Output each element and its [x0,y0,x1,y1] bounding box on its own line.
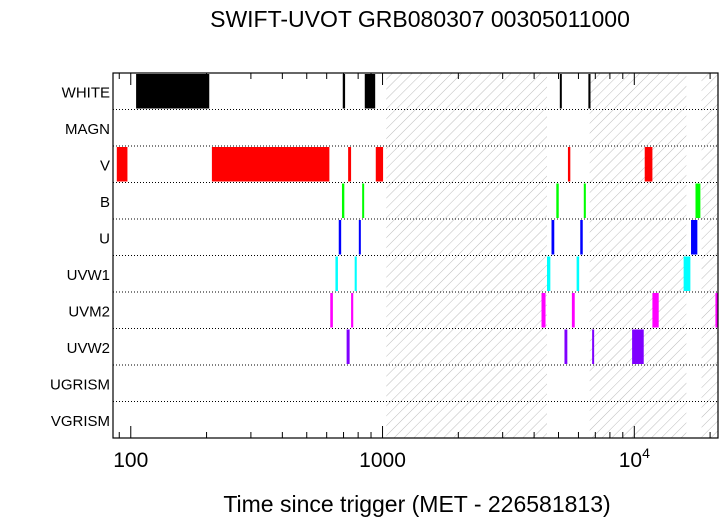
exposure-v-4 [567,147,571,182]
exposure-uvw1-1 [354,256,357,291]
exposure-uvm2-4 [652,293,659,328]
row-label-uvw1: UVW1 [67,267,110,284]
exposure-u-2 [551,220,555,255]
exposure-white-2 [364,74,376,109]
shaded-interval-2 [701,73,718,438]
exposure-v-0 [116,147,128,182]
row-label-magn: MAGN [65,121,110,138]
exposure-b-4 [695,183,701,218]
exposure-b-0 [341,183,345,218]
x-axis-ticks [118,73,711,438]
row-label-ugrism: UGRISM [50,376,110,393]
exposure-v-5 [644,147,653,182]
exposure-b-3 [583,183,586,218]
exposure-white-4 [588,74,591,109]
exposure-uvw2-3 [632,329,644,364]
row-label-vgrism: VGRISM [51,413,110,430]
exposure-uvm2-0 [330,293,333,328]
exposure-uvw1-2 [546,256,551,291]
chart-title: SWIFT-UVOT GRB080307 00305011000 [210,6,630,32]
plot-frame [112,72,719,439]
tick-label-10000: 104 [619,445,650,472]
row-labels: WHITE MAGN V B U UVW1 UVM2 UVW2 UGRISM VGRISM [50,84,110,430]
row-separators [113,109,718,402]
exposure-white-1 [342,74,346,109]
exposure-white-0 [136,74,210,109]
exposure-uvw1-4 [683,256,691,291]
exposure-uvw1-0 [335,256,338,291]
exposure-u-0 [338,220,342,255]
exposure-v-3 [375,147,384,182]
x-axis-label: Time since trigger (MET - 226581813) [223,491,610,517]
exposure-uvm2-5 [715,293,718,328]
exposure-uvm2-2 [541,293,546,328]
exposure-uvm2-1 [351,293,354,328]
row-label-uvm2: UVM2 [68,303,110,320]
x-axis-tick-labels: 100 1000 104 [113,445,650,472]
tick-label-1000: 1000 [359,449,406,472]
tick-label-100: 100 [113,449,148,472]
shaded-intervals [386,73,718,438]
exposure-b-1 [362,183,365,218]
row-label-b: B [100,194,110,211]
exposure-white-3 [559,74,562,109]
exposure-u-3 [580,220,583,255]
exposure-uvw2-1 [564,329,568,364]
row-label-white: WHITE [62,84,110,101]
row-label-u: U [99,230,110,247]
exposure-v-2 [348,147,352,182]
exposure-uvm2-3 [571,293,575,328]
exposure-u-1 [358,220,361,255]
exposure-u-4 [691,220,698,255]
exposure-b-2 [556,183,559,218]
exposure-uvw2-0 [346,329,350,364]
exposure-v-1 [211,147,330,182]
exposure-uvw2-2 [592,329,595,364]
row-label-v: V [100,157,110,174]
exposure-uvw1-3 [576,256,580,291]
exposure-bars [116,74,718,364]
row-label-uvw2: UVW2 [67,340,110,357]
